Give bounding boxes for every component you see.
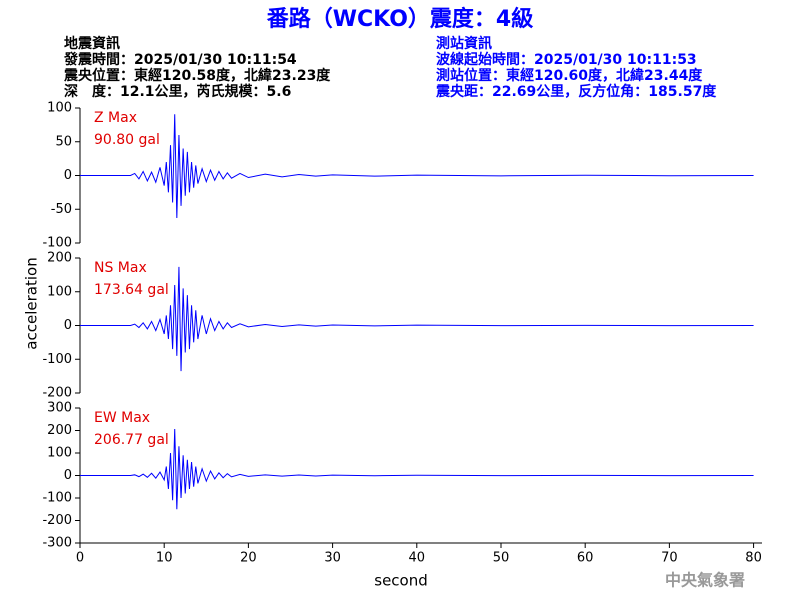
- y-tick-label: 300: [47, 401, 72, 416]
- y-tick-label: 0: [64, 318, 72, 333]
- y-tick-label: 100: [47, 284, 72, 299]
- y-tick-label: 0: [64, 168, 72, 183]
- max-label: Z Max: [94, 110, 137, 126]
- y-tick-label: 50: [55, 134, 72, 149]
- max-value: 206.77 gal: [94, 432, 169, 448]
- x-tick-label: 50: [493, 551, 510, 566]
- x-tick-label: 60: [577, 551, 594, 566]
- title: 番路（WCKO）震度：4級: [266, 6, 533, 32]
- x-tick-label: 70: [661, 551, 678, 566]
- y-tick-label: -100: [42, 491, 72, 506]
- x-tick-label: 40: [409, 551, 426, 566]
- x-axis-label: second: [374, 572, 428, 590]
- waveform: [80, 266, 754, 372]
- y-tick-label: 200: [47, 423, 72, 438]
- y-tick-label: 100: [47, 101, 72, 116]
- y-tick-label: -50: [51, 202, 72, 217]
- info-right: 測站資訊: [436, 35, 492, 52]
- y-axis-label: acceleration: [23, 257, 41, 349]
- x-tick-label: 10: [156, 551, 173, 566]
- y-tick-label: -300: [42, 536, 72, 551]
- info-right: 測站位置：東經120.60度，北緯23.44度: [436, 67, 703, 84]
- x-tick-label: 0: [76, 551, 84, 566]
- max-label: NS Max: [94, 260, 147, 276]
- waveform: [80, 428, 754, 510]
- y-tick-label: 0: [64, 468, 72, 483]
- info-right: 波線起始時間：2025/01/30 10:11:53: [436, 51, 697, 68]
- info-left: 地震資訊: [64, 35, 120, 52]
- y-tick-label: 200: [47, 251, 72, 266]
- max-value: 90.80 gal: [94, 132, 160, 148]
- x-tick-label: 80: [745, 551, 762, 566]
- info-right: 震央距：22.69公里，反方位角：185.57度: [435, 83, 717, 100]
- y-tick-label: -100: [42, 352, 72, 367]
- max-value: 173.64 gal: [94, 282, 169, 298]
- x-tick-label: 30: [324, 551, 341, 566]
- info-left: 發震時間：2025/01/30 10:11:54: [63, 51, 297, 68]
- info-left: 深 度：12.1公里，芮氏規模：5.6: [64, 83, 291, 100]
- footer: 中央氣象署: [665, 571, 745, 590]
- waveform: [80, 114, 754, 219]
- info-left: 震央位置：東經120.58度，北緯23.23度: [63, 67, 331, 84]
- y-tick-label: -100: [42, 236, 72, 251]
- max-label: EW Max: [94, 410, 150, 426]
- y-tick-label: -200: [42, 513, 72, 528]
- y-tick-label: 100: [47, 446, 72, 461]
- x-tick-label: 20: [240, 551, 257, 566]
- y-tick-label: -200: [42, 386, 72, 401]
